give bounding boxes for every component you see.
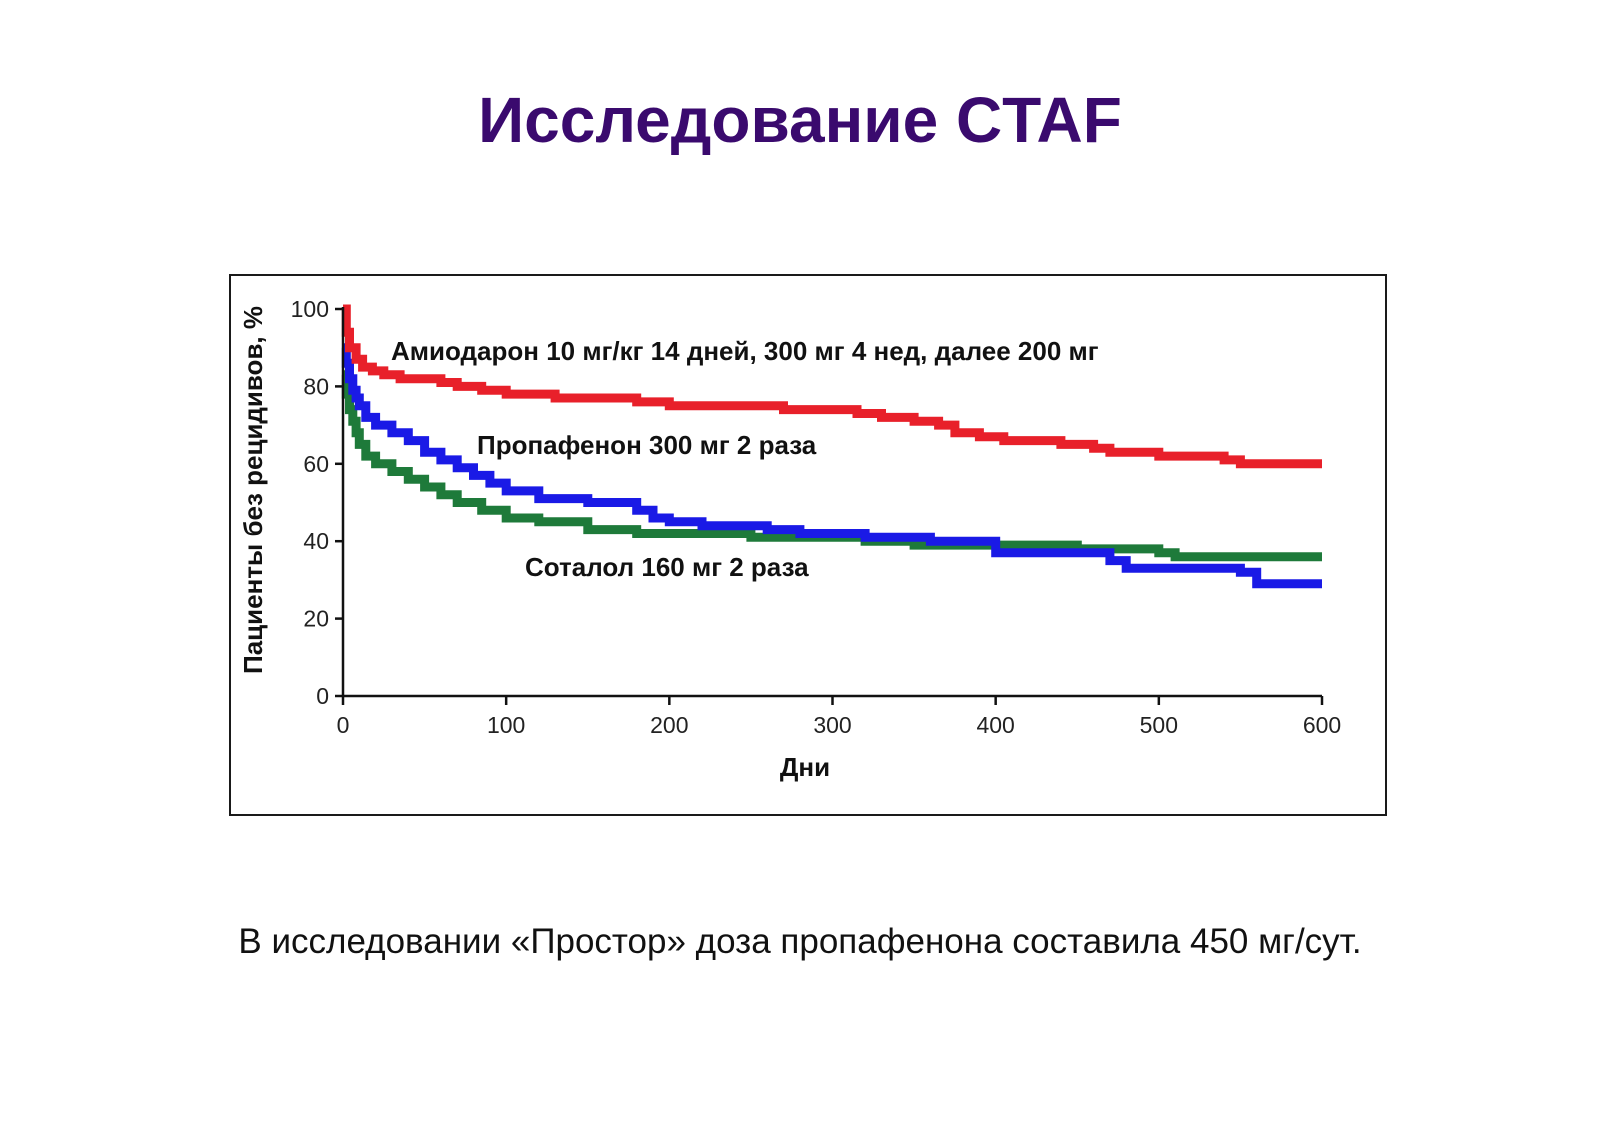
series-line-propafenone bbox=[341, 343, 1322, 589]
chart-frame: 0 20 40 60 80 100 0 100 200 300 400 500 600 Пациент… bbox=[229, 274, 1387, 816]
x-axis-title: Дни bbox=[780, 752, 830, 782]
y-tick-label: 60 bbox=[303, 451, 329, 477]
y-axis-title: Пациенты без рецидивов, % bbox=[238, 306, 268, 674]
y-axis-ticks: 0 20 40 60 80 100 bbox=[291, 296, 343, 709]
x-tick-label: 500 bbox=[1140, 712, 1178, 738]
slide-title: Исследование CTAF bbox=[478, 84, 1122, 156]
x-axis-ticks: 0 100 200 300 400 500 600 bbox=[337, 696, 1341, 738]
y-tick-label: 100 bbox=[291, 296, 329, 322]
x-tick-label: 400 bbox=[976, 712, 1014, 738]
x-tick-label: 100 bbox=[487, 712, 525, 738]
x-tick-label: 600 bbox=[1303, 712, 1341, 738]
x-tick-label: 0 bbox=[337, 712, 350, 738]
series-line-sotalol bbox=[341, 370, 1322, 562]
series-lines bbox=[341, 304, 1322, 589]
y-tick-label: 20 bbox=[303, 606, 329, 632]
series-line-amiodarone bbox=[341, 304, 1322, 469]
y-tick-label: 0 bbox=[316, 683, 329, 709]
y-tick-label: 80 bbox=[303, 373, 329, 399]
y-tick-label: 40 bbox=[303, 528, 329, 554]
x-tick-label: 200 bbox=[650, 712, 688, 738]
km-chart: 0 20 40 60 80 100 0 100 200 300 400 500 600 Пациент… bbox=[238, 296, 1341, 782]
slide-caption: В исследовании «Простор» доза пропафенон… bbox=[238, 922, 1362, 961]
series-label-propafenone: Пропафенон 300 мг 2 раза bbox=[477, 430, 817, 460]
series-label-sotalol: Соталол 160 мг 2 раза bbox=[525, 552, 809, 582]
x-tick-label: 300 bbox=[813, 712, 851, 738]
series-label-amiodarone: Амиодарон 10 мг/кг 14 дней, 300 мг 4 нед… bbox=[391, 336, 1099, 366]
